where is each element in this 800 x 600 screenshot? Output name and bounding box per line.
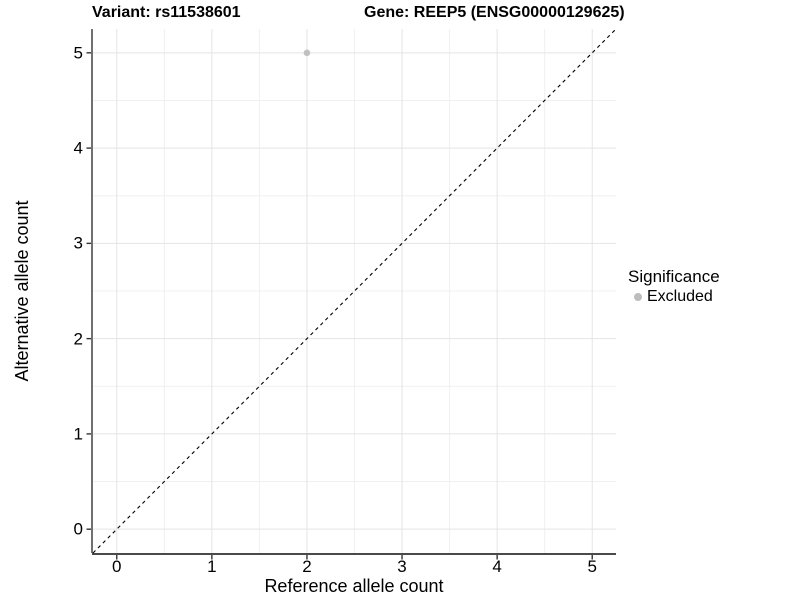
y-axis-title: Alternative allele count	[12, 200, 32, 382]
data-point	[303, 49, 311, 57]
y-tick-label: 1	[73, 424, 83, 444]
x-tick-label: 2	[302, 557, 312, 576]
x-tick-label: 4	[492, 557, 502, 576]
legend-title: Significance	[628, 267, 720, 286]
y-tick-label: 0	[73, 519, 83, 539]
x-tick-label: 3	[397, 557, 407, 576]
y-tick-label: 3	[73, 233, 83, 253]
y-tick-label: 4	[73, 138, 83, 158]
x-tick-label: 5	[587, 557, 597, 576]
x-axis-title: Reference allele count	[264, 576, 444, 596]
y-tick-label: 5	[73, 43, 83, 63]
legend: Significance Excluded	[628, 267, 720, 306]
plot-title-gene: Gene: REEP5 (ENSG00000129625)	[364, 4, 625, 21]
y-tick-label: 2	[73, 329, 83, 349]
x-tick-label: 1	[207, 557, 217, 576]
legend-items: Excluded	[628, 288, 720, 306]
legend-item-label: Excluded	[647, 288, 713, 305]
legend-point-icon	[634, 293, 642, 301]
plot-title-variant: Variant: rs11538601	[92, 4, 241, 21]
identity-reference-line	[92, 28, 617, 554]
legend-item-excluded: Excluded	[634, 288, 720, 306]
x-tick-label: 0	[112, 557, 122, 576]
